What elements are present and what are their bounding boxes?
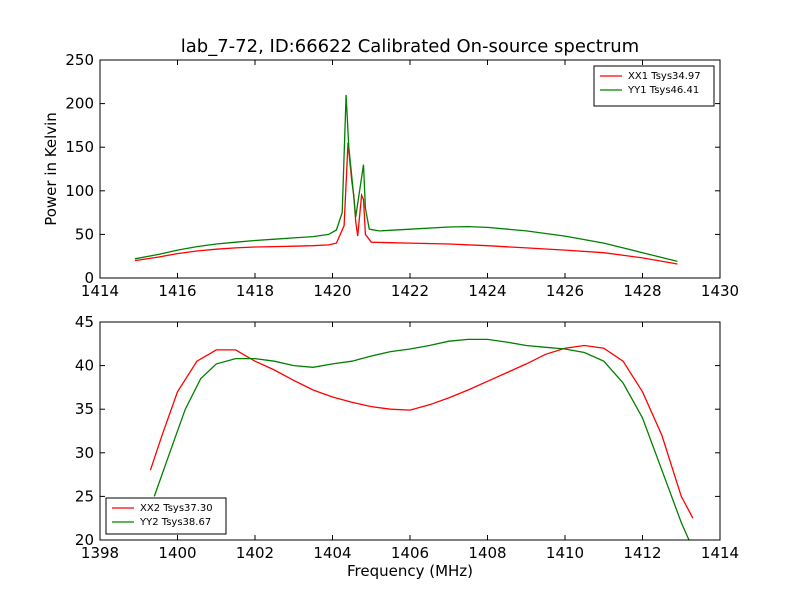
y-tick-label: 250 <box>65 51 94 69</box>
legend-entry: XX1 Tsys34.97 <box>628 71 701 82</box>
x-tick-label: 1398 <box>81 544 119 562</box>
legend: XX2 Tsys37.30 YY2 Tsys38.67 <box>105 497 227 535</box>
x-tick-label: 1428 <box>623 282 661 300</box>
y-tick-label: 30 <box>75 444 94 462</box>
x-tick-label: 1414 <box>81 282 119 300</box>
x-tick-label: 1424 <box>468 282 506 300</box>
x-tick-label: 1426 <box>546 282 584 300</box>
series-line-2 <box>134 94 678 263</box>
x-tick-label: 1412 <box>623 544 661 562</box>
legend-box <box>105 497 227 535</box>
x-tick-label: 1420 <box>313 282 351 300</box>
x-tick-label: 1410 <box>546 544 584 562</box>
y-tick-label: 35 <box>75 400 94 418</box>
x-tick-label: 1404 <box>313 544 351 562</box>
legend-entry: YY2 Tsys38.67 <box>139 517 211 528</box>
y-tick-label: 25 <box>75 487 94 505</box>
x-tick-label: 1408 <box>468 544 506 562</box>
legend-entry: XX2 Tsys37.30 <box>140 503 213 514</box>
series-line-1 <box>134 142 678 265</box>
y-tick-label: 40 <box>75 357 94 375</box>
x-tick-label: 1402 <box>236 544 274 562</box>
y-tick-label: 0 <box>84 269 94 287</box>
y-tick-label: 150 <box>65 138 94 156</box>
series-line-1 <box>149 344 694 519</box>
x-tick-label: 1422 <box>391 282 429 300</box>
legend: XX1 Tsys34.97 YY1 Tsys46.41 <box>593 65 715 107</box>
x-tick-label: 1400 <box>158 544 196 562</box>
y-tick-label: 200 <box>65 95 94 113</box>
y-tick-label: 45 <box>75 313 94 331</box>
legend-entry: YY1 Tsys46.41 <box>627 85 699 96</box>
bottom-plot: 1398 1400 1402 1404 1406 1408 1410 1412 1414 20 25… <box>75 313 739 580</box>
series-line-2 <box>153 338 690 540</box>
x-axis-label: Frequency (MHz) <box>347 562 473 580</box>
x-tick-label: 1416 <box>158 282 196 300</box>
y-tick-label: 20 <box>75 531 94 549</box>
x-tick-label: 1430 <box>701 282 739 300</box>
y-axis-label: Power in Kelvin <box>42 112 60 226</box>
x-tick-label: 1414 <box>701 544 739 562</box>
chart-title: lab_7-72, ID:66622 Calibrated On-source … <box>181 36 639 57</box>
y-tick-label: 50 <box>75 225 94 243</box>
legend-box <box>593 65 715 107</box>
x-tick-label: 1418 <box>236 282 274 300</box>
y-tick-label: 100 <box>65 182 94 200</box>
x-tick-label: 1406 <box>391 544 429 562</box>
top-plot: 1414 1416 1418 1420 1422 1424 1426 1428 1430 0 50 1… <box>42 51 739 300</box>
